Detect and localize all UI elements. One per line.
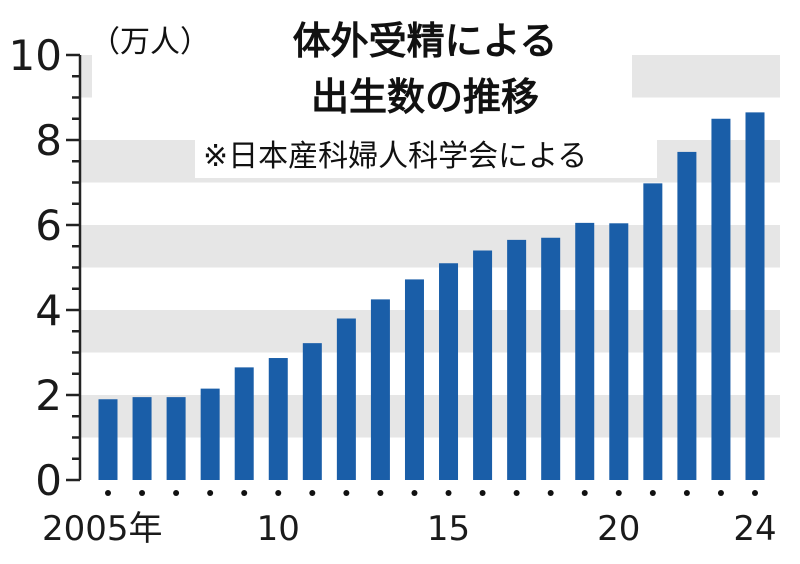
bar-2011 [302,343,322,480]
y-tick-label: 6 [35,201,62,250]
grid-band [80,225,780,268]
x-tick-label: 24 [733,509,776,549]
x-tick-label: 15 [427,509,470,549]
x-tick-dot [173,490,180,496]
x-tick-dot [445,490,452,496]
bar-2010 [268,358,288,480]
bar-2021 [643,183,663,480]
bar-2017 [507,239,527,480]
x-tick-label: 2005年 [42,509,163,549]
bar-2005 [98,399,118,480]
grid-band [80,395,780,438]
bar-2007 [166,397,186,480]
bar-2014 [404,279,424,480]
x-tick-dot [649,490,656,496]
x-tick-dot [547,490,554,496]
x-tick-dot [139,490,146,496]
chart-title-line-2: 出生数の推移 [311,75,539,119]
bar-2020 [609,223,629,481]
x-tick-dot [581,490,588,496]
x-tick-dot [105,490,111,496]
x-tick-dot [241,490,248,496]
note-backdrop [195,136,657,178]
x-tick-dot [377,490,384,496]
x-tick-dot [683,490,690,496]
bars [98,112,765,481]
chart-title-line-1: 体外受精による [293,19,558,63]
bar-2024 [745,112,765,480]
bar-2012 [336,318,356,480]
x-tick-dot [615,490,622,496]
source-note: ※日本産科婦人科学会による [203,139,587,174]
y-axis [66,53,82,482]
x-tick-label: 10 [257,509,300,549]
bar-2022 [677,151,697,480]
x-tick-dot [479,490,486,496]
x-tick-dot [207,490,214,496]
x-tick-dot [309,490,316,496]
y-tick-label: 0 [35,456,62,505]
bar-2023 [711,118,731,480]
title-backdrop [92,6,632,136]
x-tick-dot [513,490,520,496]
bar-2009 [234,367,254,480]
bar-2008 [200,388,220,480]
y-tick-label: 2 [35,371,62,420]
bar-2019 [575,222,595,480]
unit-label: （万人） [90,25,210,60]
x-tick-dot [717,490,724,496]
bar-2015 [439,263,459,480]
grid-band [80,310,780,353]
y-tick-labels: 0 2 4 6 8 10 [9,31,62,505]
y-tick-label: 10 [9,31,62,80]
x-tick-dots [105,490,758,496]
x-tick-dot [752,490,758,496]
bar-2018 [541,237,561,480]
x-tick-label: 20 [597,509,640,549]
bar-2006 [132,397,152,480]
bar-2016 [473,250,493,480]
x-tick-dot [343,490,350,496]
bar-2013 [370,299,390,480]
x-tick-labels: 2005年 10 15 20 24 [42,509,777,549]
x-tick-dot [411,490,418,496]
x-tick-dot [275,490,282,496]
y-tick-label: 8 [35,116,62,165]
y-tick-label: 4 [35,286,62,335]
